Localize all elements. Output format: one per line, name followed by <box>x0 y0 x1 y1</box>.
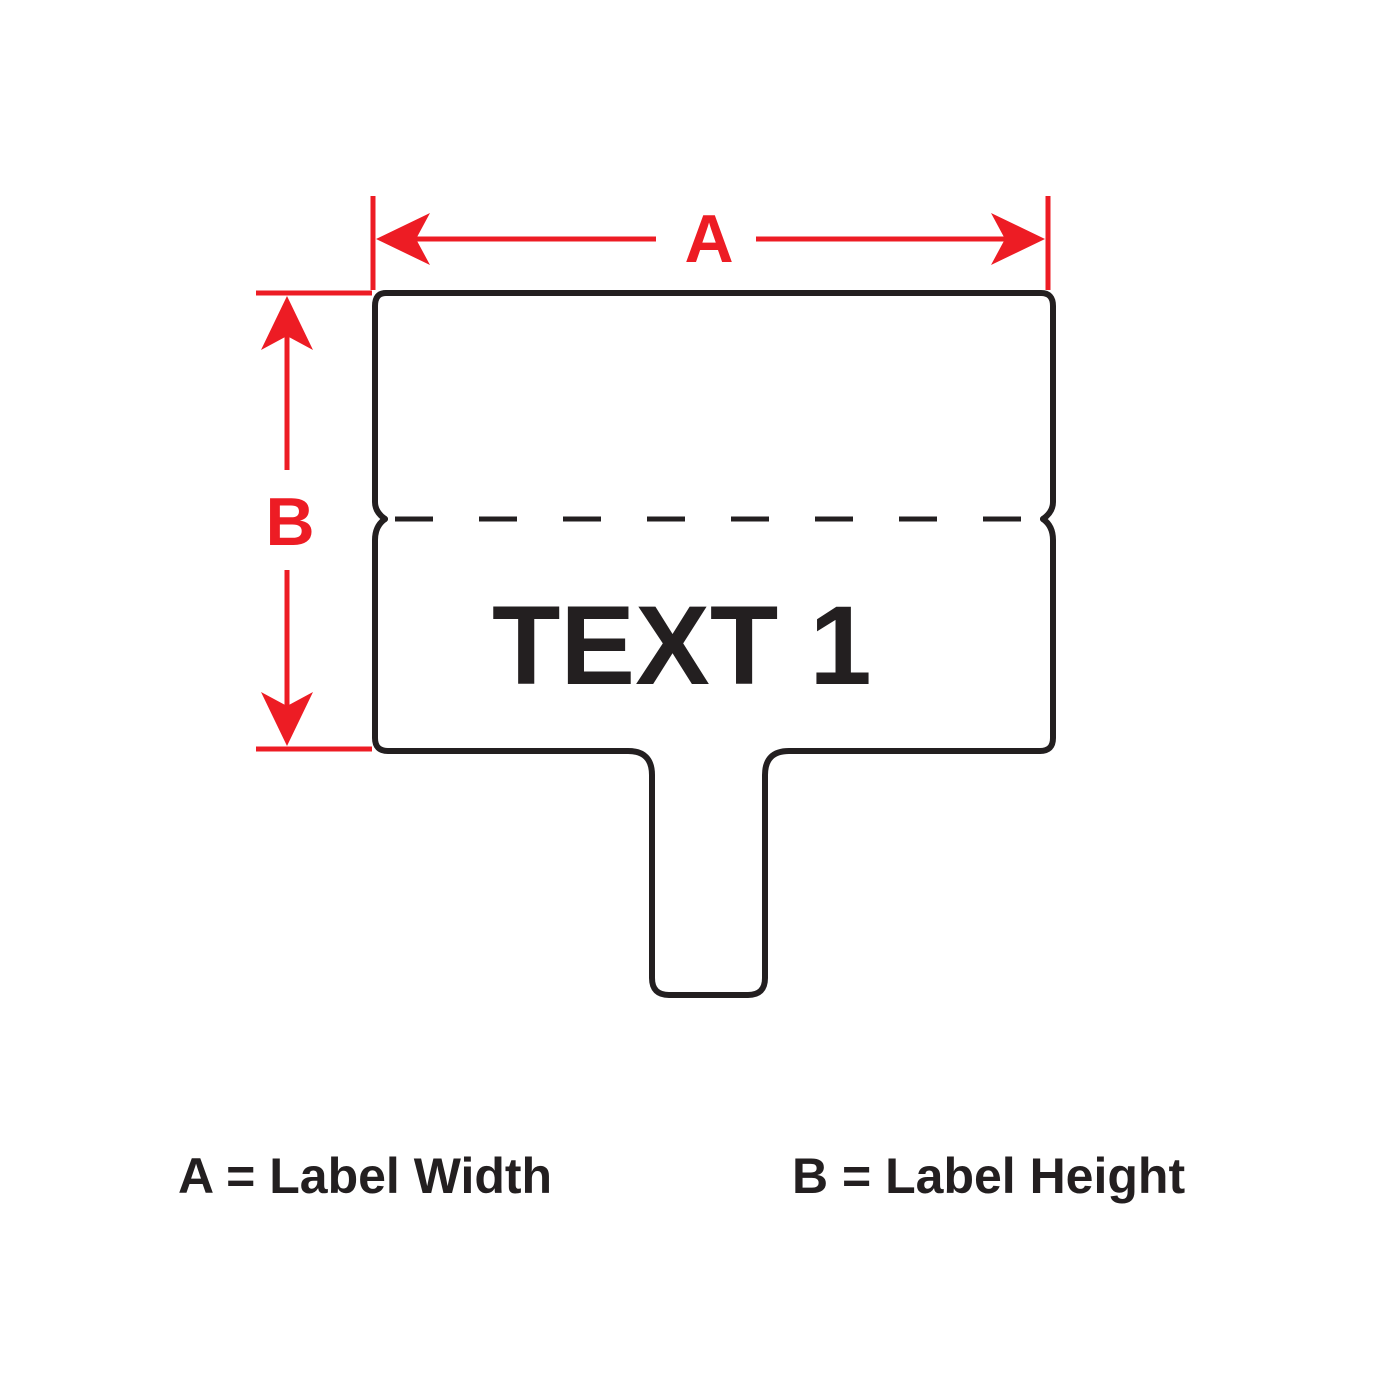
dimension-b: B <box>256 290 372 752</box>
dimension-b-letter: B <box>265 484 314 560</box>
legend-label-height: B = Label Height <box>792 1148 1186 1204</box>
label-printed-text: TEXT 1 <box>492 583 872 708</box>
dimension-b-arrowhead-bottom <box>261 692 313 746</box>
dimension-a: A <box>370 196 1051 290</box>
label-upper-section <box>372 290 1056 522</box>
dimension-a-arrowhead-right <box>991 213 1045 265</box>
dimension-a-letter: A <box>684 201 733 277</box>
label-lower-section <box>372 516 1056 998</box>
dimension-a-arrowhead-left <box>376 213 430 265</box>
label-outline <box>372 290 1056 998</box>
dimension-b-arrowhead-top <box>261 296 313 350</box>
legend-label-width: A = Label Width <box>178 1148 553 1204</box>
